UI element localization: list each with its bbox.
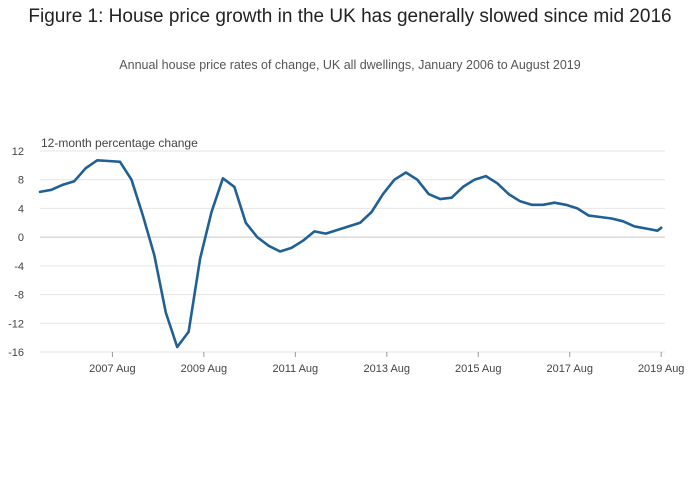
y-tick-label: 4 <box>18 203 24 215</box>
y-tick-label: 0 <box>18 232 24 244</box>
x-tick-label: 2013 Aug <box>364 363 411 375</box>
x-tick-label: 2019 Aug <box>638 363 685 375</box>
y-axis-label: 12-month percentage change <box>41 136 198 150</box>
chart-subtitle: Annual house price rates of change, UK a… <box>119 58 581 72</box>
y-tick-label: -12 <box>8 318 24 330</box>
series-line <box>38 159 663 349</box>
y-tick-label: 12 <box>12 146 24 158</box>
y-axis-ticks: 12 8 4 0 -4 -8 -12 -16 <box>8 146 24 359</box>
x-tick-label: 2015 Aug <box>455 363 502 375</box>
x-tick-label: 2011 Aug <box>272 363 318 375</box>
x-tick-label: 2009 Aug <box>181 363 228 375</box>
y-tick-label: 8 <box>18 175 24 187</box>
chart-title: Figure 1: House price growth in the UK h… <box>28 6 672 27</box>
y-tick-label: -4 <box>14 261 24 273</box>
gridlines <box>40 150 665 353</box>
y-tick-label: -16 <box>8 347 24 359</box>
x-axis-ticks: 2007 Aug 2009 Aug 2011 Aug 2013 Aug 2015 Aug… <box>89 352 684 375</box>
y-tick-label: -8 <box>14 290 24 302</box>
x-tick-label: 2007 Aug <box>89 363 136 375</box>
x-tick-label: 2017 Aug <box>546 363 593 375</box>
